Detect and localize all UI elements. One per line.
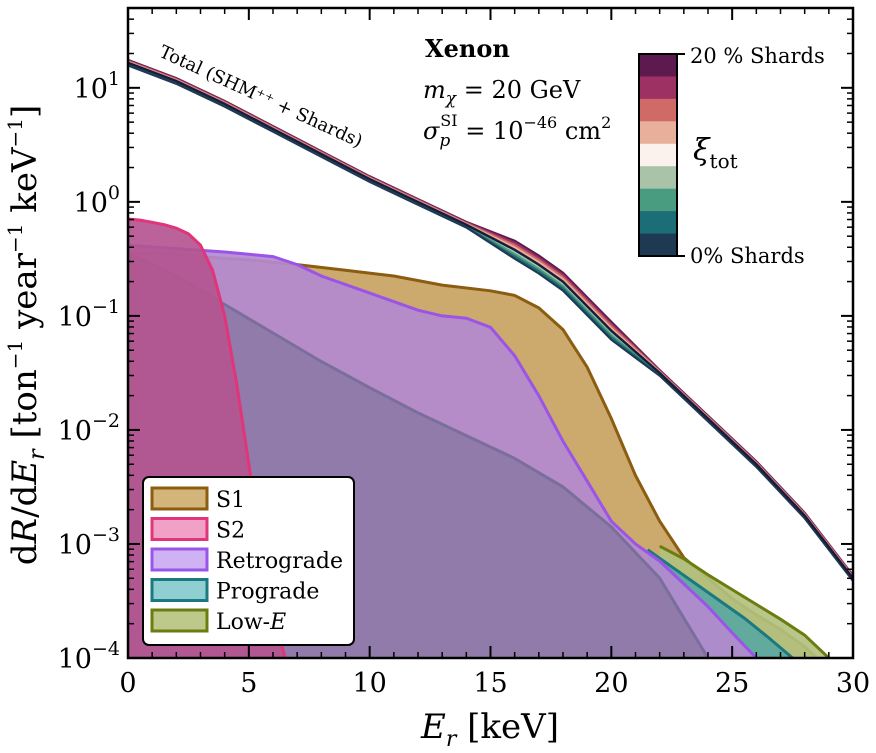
colorbar-segment bbox=[639, 188, 677, 212]
total-curve-line bbox=[128, 61, 853, 579]
colorbar bbox=[638, 53, 685, 257]
x-tick-label: 10 bbox=[352, 668, 386, 699]
y-axis-title: dR/dEr [ton−1 year−1 keV−1] bbox=[3, 105, 50, 566]
tick-layer: 0 5 10 15 20 25 30 10−4 10−3 10−2 10−1 100 101 bbox=[58, 7, 870, 699]
legend-label: Retrograde bbox=[216, 549, 343, 574]
x-tick-label: 5 bbox=[240, 668, 257, 699]
x-axis-symbol: E bbox=[420, 707, 446, 747]
legend-swatch bbox=[150, 517, 209, 541]
x-tick-label: 0 bbox=[119, 668, 136, 699]
colorbar-frame bbox=[638, 53, 678, 257]
colorbar-segment bbox=[639, 143, 677, 167]
x-tick-label: 20 bbox=[594, 668, 628, 699]
colorbar-segment bbox=[639, 211, 677, 235]
colorbar-segment bbox=[639, 54, 677, 77]
legend-label: Low-E bbox=[216, 610, 286, 635]
colorbar-segment bbox=[639, 98, 677, 122]
y-tick-label: 10−1 bbox=[58, 296, 120, 333]
total-curve-layer bbox=[128, 58, 853, 582]
legend-label: Prograde bbox=[216, 580, 319, 605]
y-tick-label: 101 bbox=[74, 68, 120, 105]
colorbar-segment bbox=[639, 121, 677, 145]
legend-swatch bbox=[150, 608, 209, 633]
annotation-cross-section: σpSI = 10−46 cm2 bbox=[423, 111, 611, 151]
annotation-mass: mχ = 20 GeV bbox=[423, 76, 581, 109]
y-tick-label: 10−3 bbox=[58, 524, 120, 561]
legend-swatch bbox=[150, 486, 209, 511]
legend: S1 S2 Retrograde Prograde Low-E bbox=[142, 476, 355, 646]
x-axis-unit: [keV] bbox=[456, 707, 559, 747]
annotation-target: Xenon bbox=[425, 34, 510, 63]
total-curve-band bbox=[128, 64, 853, 582]
colorbar-segment bbox=[639, 76, 677, 100]
legend-swatch bbox=[150, 578, 209, 602]
x-axis-subscript: r bbox=[446, 727, 458, 752]
colorbar-title: ξtot bbox=[693, 133, 738, 173]
x-tick-label: 25 bbox=[715, 668, 749, 699]
y-tick-label: 100 bbox=[74, 182, 120, 219]
series-line-prograde bbox=[646, 548, 794, 658]
series-line-low-e bbox=[659, 544, 830, 658]
x-tick-label: 15 bbox=[473, 668, 507, 699]
x-tick-label: 30 bbox=[836, 668, 870, 699]
colorbar-bottom-label: 0% Shards bbox=[690, 244, 805, 268]
legend-label: S1 bbox=[216, 488, 245, 513]
series-line-retrograde bbox=[128, 243, 758, 658]
legend-swatch bbox=[150, 547, 209, 572]
colorbar-top-label: 20 % Shards bbox=[690, 44, 825, 68]
series-line-shm- bbox=[128, 251, 710, 658]
colorbar-segment bbox=[639, 233, 677, 257]
colorbar-segment bbox=[639, 166, 677, 190]
legend-label: S2 bbox=[216, 519, 245, 544]
x-axis-title: Er [keV] bbox=[420, 707, 559, 752]
y-tick-label: 10−4 bbox=[58, 638, 120, 675]
y-tick-label: 10−2 bbox=[58, 410, 120, 447]
